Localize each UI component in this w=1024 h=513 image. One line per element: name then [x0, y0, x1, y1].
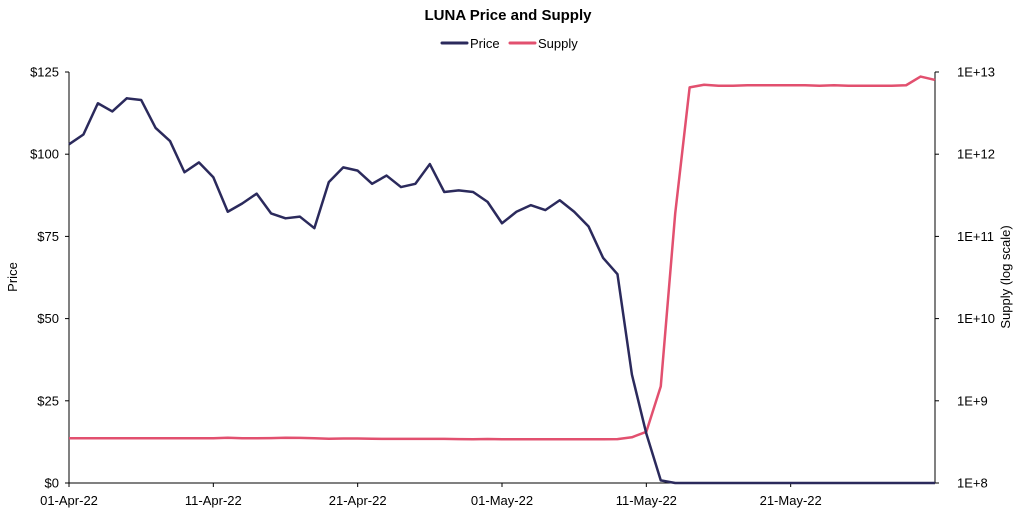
x-tick-label: 21-May-22	[760, 493, 822, 508]
x-tick-label: 21-Apr-22	[329, 493, 387, 508]
x-axis-ticks: 01-Apr-22 11-Apr-22 21-Apr-22 01-May-22 11-M…	[40, 483, 822, 508]
y-tick-label: $25	[37, 393, 59, 408]
series-layer	[68, 75, 936, 485]
y2-tick-label: 1E+8	[957, 476, 988, 491]
y-tick-label: $75	[37, 229, 59, 244]
legend-price-label: Price	[470, 36, 500, 51]
y-axis-right-ticks: 1E+8 1E+9 1E+10 1E+11 1E+12 1E+13	[935, 65, 995, 491]
x-tick-label: 01-May-22	[471, 493, 533, 508]
y-axis-left-ticks: $0 $25 $50 $75 $100 $125	[30, 65, 69, 491]
series-line-supply	[69, 75, 936, 441]
y2-tick-label: 1E+12	[957, 147, 995, 162]
y-axis-left-title: Price	[5, 262, 20, 292]
legend: Price Supply	[440, 36, 578, 51]
y-axis-right-title: Supply (log scale)	[998, 225, 1013, 328]
x-tick-label: 01-Apr-22	[40, 493, 98, 508]
y-tick-label: $100	[30, 147, 59, 162]
y2-tick-label: 1E+9	[957, 393, 988, 408]
y2-tick-label: 1E+10	[957, 311, 995, 326]
y2-tick-label: 1E+11	[957, 229, 994, 244]
y-tick-label: $125	[30, 65, 59, 80]
series-line-price	[68, 97, 935, 485]
x-tick-label: 11-May-22	[616, 493, 677, 508]
chart-title: LUNA Price and Supply	[425, 7, 593, 24]
y2-tick-label: 1E+13	[957, 65, 995, 80]
y-tick-label: $0	[45, 476, 59, 491]
y-tick-label: $50	[37, 311, 59, 326]
legend-supply-label: Supply	[538, 36, 578, 51]
x-tick-label: 11-Apr-22	[185, 493, 242, 508]
